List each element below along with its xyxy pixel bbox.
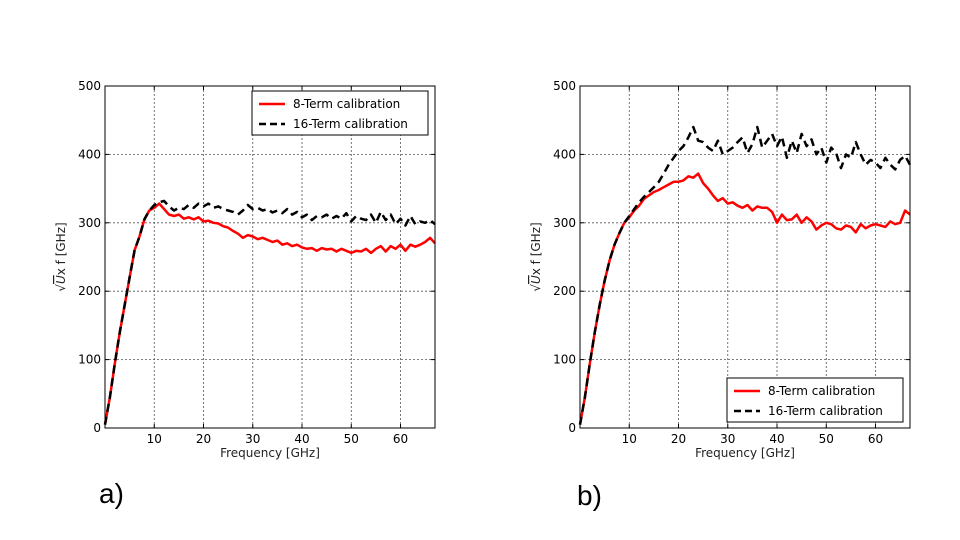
- legend-box: [726, 377, 904, 423]
- x-tick-label: 30: [720, 432, 735, 446]
- x-tick-label: 50: [344, 432, 359, 446]
- y-tick-label: 400: [78, 147, 101, 161]
- x-axis-label: Frequency [GHz]: [695, 446, 795, 460]
- legend: 8-Term calibration 16-Term calibration: [726, 377, 904, 423]
- y-tick-label: 300: [553, 216, 576, 230]
- y-tick-label: 100: [78, 353, 101, 367]
- x-axis-label: Frequency [GHz]: [220, 446, 320, 460]
- x-tick-label: 20: [671, 432, 686, 446]
- series-line-8-term: [103, 202, 436, 425]
- y-axis-label-unit: x f [GHz]: [54, 222, 68, 275]
- x-tick-label: 60: [868, 432, 883, 446]
- legend-label-8-term: 8-Term calibration: [293, 97, 400, 111]
- y-axis-label-variable: U: [54, 275, 68, 284]
- legend: 8-Term calibration 16-Term calibration: [251, 90, 429, 136]
- chart-panel-b: 10 20 30 40 50 60 0 100 200 300 400 500 Frequency [G…: [529, 79, 912, 511]
- x-tick-label: 40: [294, 432, 309, 446]
- plot-frame: [579, 85, 911, 429]
- y-axis-label-root: √: [529, 284, 543, 292]
- y-tick-label: 400: [553, 147, 576, 161]
- y-tick-label: 500: [78, 79, 101, 93]
- y-axis-label-unit: x f [GHz]: [529, 222, 543, 275]
- y-tick-label: 0: [93, 421, 101, 435]
- legend-box: [251, 90, 429, 136]
- x-tick-label: 10: [147, 432, 162, 446]
- y-axis-label-root: √: [54, 284, 68, 292]
- series-line-16-term: [103, 199, 436, 425]
- y-tick-label: 200: [553, 284, 576, 298]
- plot-frame: [104, 85, 436, 429]
- panel-letter: b): [577, 480, 602, 511]
- y-tick-label: 500: [553, 79, 576, 93]
- legend-label-16-term: 16-Term calibration: [293, 117, 408, 131]
- y-axis-label: √Ux f [GHz]: [54, 222, 68, 291]
- legend-label-16-term: 16-Term calibration: [768, 404, 883, 418]
- y-axis-label: √Ux f [GHz]: [529, 222, 543, 291]
- y-axis-label-variable: U: [529, 275, 543, 284]
- x-tick-label: 40: [769, 432, 784, 446]
- panel-letter: a): [99, 478, 124, 509]
- x-tick-label: 50: [819, 432, 834, 446]
- x-tick-label: 30: [245, 432, 260, 446]
- chart-panel-a: 10 20 30 40 50 60 0 100 200 300 400 500 Frequency [G…: [54, 79, 436, 509]
- x-tick-label: 20: [196, 432, 211, 446]
- x-tick-label: 10: [622, 432, 637, 446]
- series-line-16-term: [578, 125, 912, 425]
- y-tick-label: 200: [78, 284, 101, 298]
- y-tick-label: 0: [568, 421, 576, 435]
- legend-label-8-term: 8-Term calibration: [768, 384, 875, 398]
- y-tick-label: 100: [553, 353, 576, 367]
- x-tick-label: 60: [393, 432, 408, 446]
- y-tick-label: 300: [78, 216, 101, 230]
